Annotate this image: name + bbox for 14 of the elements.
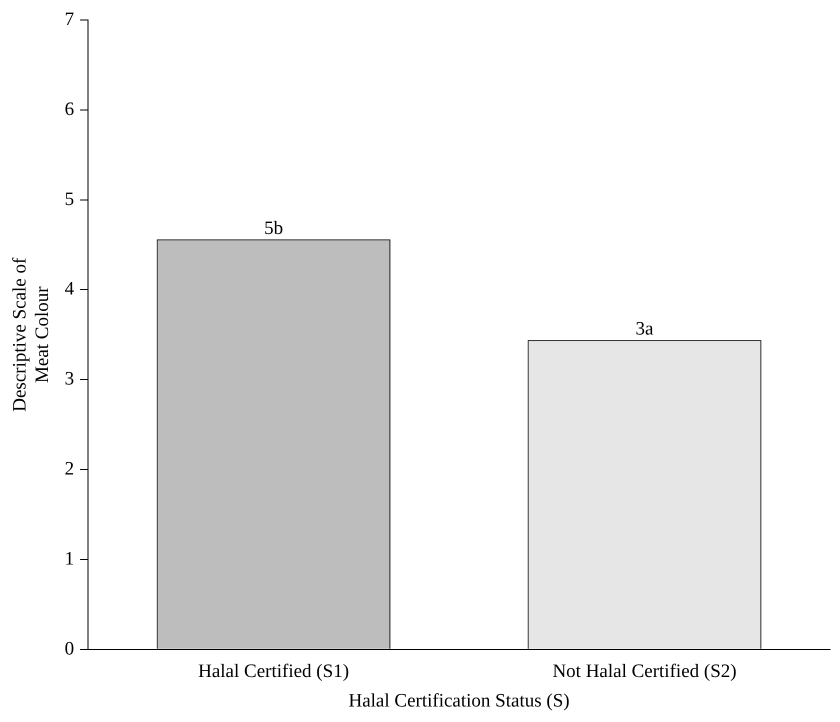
data-label: 5b: [264, 218, 284, 239]
y-tick-label: 2: [64, 458, 74, 480]
x-tick-label: Halal Certified (S1): [198, 660, 350, 682]
y-tick-label: 0: [64, 638, 74, 660]
x-axis-title: Halal Certification Status (S): [348, 690, 570, 712]
y-tick-label: 6: [64, 98, 74, 120]
y-tick-label: 5: [64, 188, 74, 210]
y-axis-title: Descriptive Scale of Meat Colour: [9, 257, 54, 412]
y-tick-label: 3: [64, 368, 74, 390]
data-label: 3a: [636, 318, 654, 340]
y-tick-label: 1: [64, 548, 74, 570]
y-tick-label: 7: [64, 8, 74, 30]
x-tick-label: Not Halal Certified (S2): [552, 660, 737, 682]
y-tick-label: 4: [64, 278, 75, 300]
